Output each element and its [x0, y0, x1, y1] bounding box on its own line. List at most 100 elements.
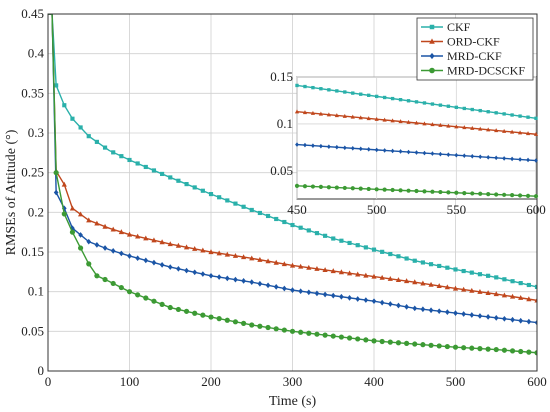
data-point-marker	[232, 319, 239, 325]
x-tick-label: 600	[527, 374, 547, 389]
data-point-marker	[338, 334, 344, 340]
data-point-marker	[429, 52, 435, 60]
data-point-marker	[314, 290, 320, 297]
data-point-marker	[294, 183, 300, 188]
data-point-marker	[469, 345, 475, 351]
data-point-marker	[371, 273, 377, 279]
data-point-marker	[422, 150, 427, 156]
data-point-marker	[477, 313, 483, 319]
data-point-marker	[477, 346, 483, 352]
data-point-marker	[265, 213, 271, 219]
data-point-marker	[374, 187, 379, 192]
data-point-marker	[151, 237, 157, 243]
data-point-marker	[184, 182, 189, 187]
data-point-marker	[257, 210, 262, 216]
data-point-marker	[70, 116, 75, 121]
data-point-marker	[102, 145, 108, 150]
data-point-marker	[485, 346, 491, 352]
data-point-marker	[86, 217, 92, 223]
data-point-marker	[429, 67, 435, 74]
data-point-marker	[127, 253, 132, 259]
data-point-marker	[446, 104, 451, 108]
y-tick-label: 0.45	[21, 6, 44, 21]
data-point-marker	[273, 284, 279, 290]
data-point-marker	[135, 161, 140, 166]
data-point-marker	[382, 95, 387, 100]
data-point-marker	[339, 293, 344, 300]
data-point-marker	[406, 119, 411, 124]
data-point-marker	[526, 318, 532, 325]
data-point-marker	[366, 116, 371, 121]
data-point-marker	[110, 226, 116, 232]
data-point-marker	[390, 187, 395, 193]
inset-x-tick-label: 600	[526, 202, 546, 217]
data-point-marker	[534, 116, 538, 120]
data-point-marker	[363, 337, 369, 343]
data-point-marker	[379, 338, 385, 345]
data-point-marker	[355, 243, 360, 248]
data-point-marker	[241, 254, 247, 260]
main-plot-frame	[47, 13, 538, 372]
data-point-marker	[470, 125, 475, 130]
data-point-marker	[444, 343, 450, 350]
data-point-marker	[257, 256, 263, 262]
data-point-marker	[502, 112, 506, 116]
data-point-marker	[382, 117, 387, 122]
data-point-marker	[462, 190, 467, 196]
y-tick-label: 0.2	[28, 204, 44, 219]
y-tick-label: 0.25	[21, 165, 44, 180]
data-point-marker	[477, 272, 483, 277]
data-point-marker	[86, 261, 92, 267]
data-point-marker	[200, 188, 205, 193]
data-point-marker	[355, 336, 361, 342]
series-mrd-dcsckf	[48, 14, 537, 356]
data-point-marker	[335, 89, 339, 93]
data-point-marker	[396, 254, 401, 259]
x-tick-label: 300	[283, 374, 303, 389]
data-point-marker	[330, 292, 336, 299]
data-point-marker	[319, 143, 323, 149]
data-point-marker	[509, 348, 516, 354]
data-point-marker	[282, 219, 287, 225]
data-point-marker	[502, 192, 507, 197]
main-plot-series	[48, 14, 537, 356]
data-point-marker	[395, 340, 402, 346]
data-point-marker	[414, 100, 419, 104]
data-point-marker	[306, 330, 312, 336]
data-point-marker	[509, 293, 516, 299]
inset-series-mrd-dcsckf	[294, 183, 539, 199]
data-point-marker	[406, 99, 411, 103]
data-point-marker	[334, 113, 339, 118]
data-point-marker	[69, 229, 76, 235]
data-point-marker	[359, 92, 363, 96]
data-point-marker	[502, 156, 507, 161]
data-point-marker	[526, 349, 532, 355]
inset-series-ord-ckf	[294, 109, 539, 136]
legend-box	[416, 17, 534, 81]
data-point-marker	[438, 189, 443, 195]
data-point-marker	[374, 116, 379, 121]
data-point-marker	[534, 350, 537, 356]
legend-label: MRD-DCSCKF	[447, 64, 525, 78]
data-point-marker	[314, 265, 320, 271]
y-tick-label: 0.35	[21, 85, 44, 100]
inset-x-tick-label: 550	[447, 202, 467, 217]
data-point-marker	[200, 312, 206, 318]
data-point-marker	[330, 333, 336, 339]
data-point-marker	[334, 185, 339, 190]
y-tick-label: 0.3	[28, 125, 44, 140]
inset-y-tick-label: 0.15	[270, 69, 293, 84]
data-point-marker	[358, 186, 363, 191]
data-point-marker	[78, 245, 84, 251]
data-point-marker	[78, 125, 83, 130]
data-point-marker	[160, 171, 165, 177]
data-point-marker	[69, 205, 76, 211]
data-point-marker	[62, 103, 67, 108]
data-point-marker	[412, 258, 417, 263]
data-point-marker	[486, 110, 490, 114]
data-point-marker	[135, 233, 141, 239]
data-point-marker	[437, 263, 442, 269]
data-point-marker	[461, 311, 466, 317]
data-point-marker	[428, 307, 434, 314]
